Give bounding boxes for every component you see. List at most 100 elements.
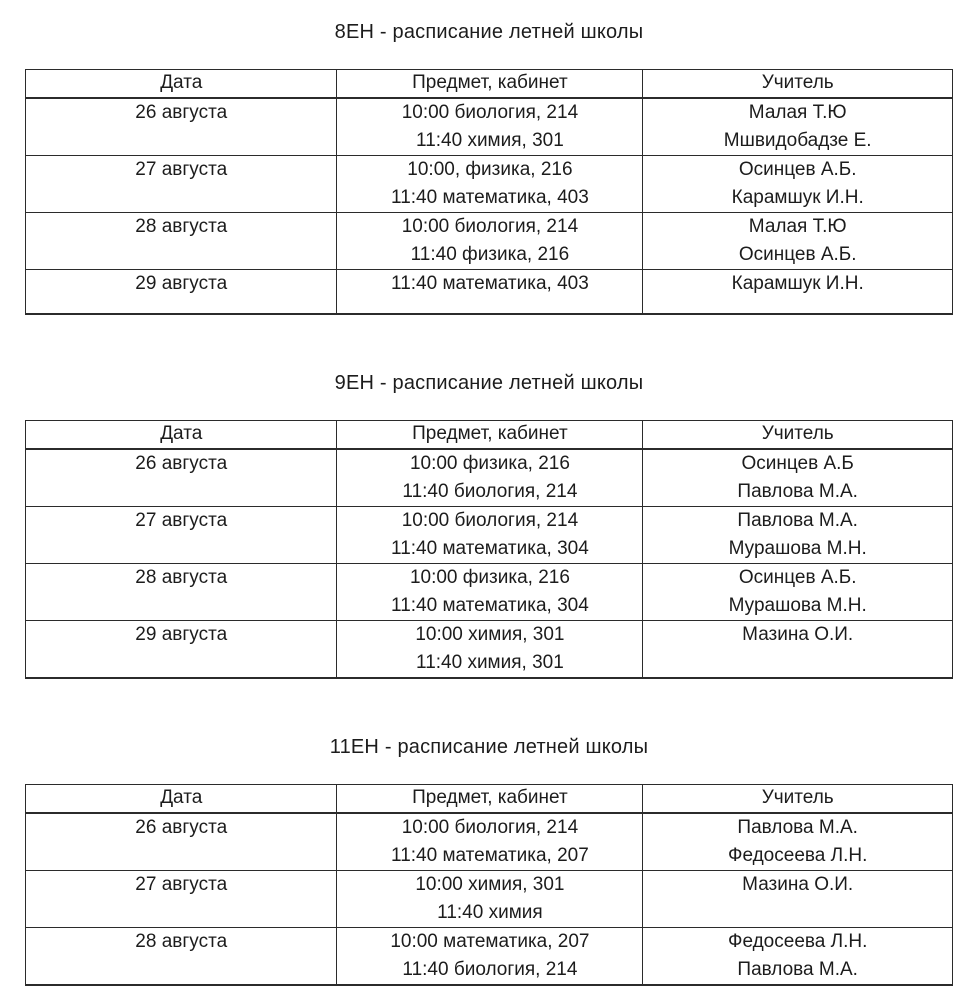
date-cell: 29 августа <box>24 269 338 315</box>
teachers-cell-line: Федосеева Л.Н. <box>728 845 868 866</box>
schedule-title: 11ЕН - расписание летней школы <box>329 736 649 758</box>
teachers-cell: Осинцев А.Б Павлова М.А. <box>642 448 953 507</box>
teachers-cell: Павлова М.А. Федосеева Л.Н. <box>642 812 953 871</box>
teachers-cell-line: Мазина О.И. <box>742 624 854 645</box>
column-header: Учитель <box>642 420 953 450</box>
subjects-cell-line: 10:00 физика, 216 <box>409 453 570 474</box>
subjects-cell-line: 10:00 математика, 207 <box>390 931 590 952</box>
schedule-table-body: 26 августа 10:00 биология, 214 11:40 матем… <box>24 812 953 986</box>
schedule-row: 28 августа 10:00 математика, 207 11:40 био… <box>24 927 953 986</box>
date-cell-line: 26 августа <box>135 817 228 838</box>
subjects-cell-line: 10:00 биология, 214 <box>401 102 579 123</box>
date-cell: 27 августа <box>24 155 338 213</box>
teachers-cell-line: Мшвидобадзе Е. <box>723 130 872 151</box>
teachers-cell: Федосеева Л.Н. Павлова М.А. <box>642 927 953 986</box>
date-cell-line: 29 августа <box>135 624 228 645</box>
date-cell: 28 августа <box>24 927 338 986</box>
teachers-cell-line: Осинцев А.Б <box>741 453 854 474</box>
schedule-table-body: 26 августа 10:00 физика, 216 11:40 биологи… <box>24 448 953 679</box>
date-cell-line: 28 августа <box>135 931 228 952</box>
teachers-cell-line: Мазина О.И. <box>742 874 854 895</box>
date-cell-line: 27 августа <box>135 510 228 531</box>
teachers-cell-line: Карамшук И.Н. <box>731 187 864 208</box>
subjects-cell: 10:00 физика, 216 11:40 биология, 214 <box>336 448 644 507</box>
teachers-cell: Осинцев А.Б. Карамшук И.Н. <box>642 155 953 213</box>
schedule-row: 28 августа 10:00 физика, 216 11:40 математ… <box>24 563 953 621</box>
header-row: Дата Предмет, кабинет Учитель <box>24 784 953 814</box>
column-header: Дата <box>24 784 338 814</box>
subjects-cell-line: 11:40 математика, 207 <box>391 845 589 866</box>
date-cell: 29 августа <box>24 620 338 679</box>
teachers-cell: Павлова М.А. Мурашова М.Н. <box>642 506 953 564</box>
subjects-cell: 10:00, физика, 216 11:40 математика, 403 <box>336 155 644 213</box>
teachers-cell: Карамшук И.Н. <box>642 269 953 315</box>
date-cell-line: 27 августа <box>135 874 228 895</box>
schedule-section: 8ЕН - расписание летней школы Дата Предме… <box>0 20 978 315</box>
schedule-row: 27 августа 10:00 химия, 301 11:40 химия Маз… <box>24 870 953 928</box>
date-cell-line: 26 августа <box>135 453 228 474</box>
column-header: Предмет, кабинет <box>336 69 644 99</box>
schedule-row: 29 августа 11:40 математика, 403 Карамшук … <box>24 269 953 315</box>
date-cell: 27 августа <box>24 870 338 928</box>
schedule-row: 26 августа 10:00 биология, 214 11:40 матем… <box>24 812 953 871</box>
schedule-title: 8ЕН - расписание летней школы <box>334 21 644 43</box>
subjects-cell: 11:40 математика, 403 <box>336 269 644 315</box>
teachers-cell: Малая Т.Ю Мшвидобадзе Е. <box>642 97 953 156</box>
subjects-cell-line: 11:40 биология, 214 <box>402 481 578 502</box>
column-header: Учитель <box>642 784 953 814</box>
date-cell: 26 августа <box>24 448 338 507</box>
teachers-cell-line: Малая Т.Ю <box>748 216 847 237</box>
subjects-cell: 10:00 биология, 214 11:40 химия, 301 <box>336 97 644 156</box>
date-cell-line: 28 августа <box>135 216 228 237</box>
schedule-table-head: Дата Предмет, кабинет Учитель <box>24 420 953 450</box>
column-header: Предмет, кабинет <box>336 784 644 814</box>
teachers-cell-line: Павлова М.А. <box>737 481 858 502</box>
schedule-list: 8ЕН - расписание летней школы Дата Предме… <box>0 20 978 986</box>
subjects-cell-line: 10:00 биология, 214 <box>401 817 579 838</box>
subjects-cell-line: 10:00 химия, 301 <box>415 874 565 895</box>
header-row: Дата Предмет, кабинет Учитель <box>24 69 953 99</box>
teachers-cell-line: Осинцев А.Б. <box>738 159 857 180</box>
subjects-cell-line: 11:40 математика, 403 <box>391 273 589 294</box>
teachers-cell-line: Павлова М.А. <box>737 817 858 838</box>
date-cell: 28 августа <box>24 563 338 621</box>
schedule-row: 28 августа 10:00 биология, 214 11:40 физик… <box>24 212 953 270</box>
column-header: Дата <box>24 420 338 450</box>
date-cell-line: 28 августа <box>135 567 228 588</box>
schedule-table: Дата Предмет, кабинет Учитель 26 августа 10… <box>24 420 953 679</box>
subjects-cell: 10:00 биология, 214 11:40 математика, 207 <box>336 812 644 871</box>
subjects-cell: 10:00 математика, 207 11:40 биология, 214 <box>336 927 644 986</box>
subjects-cell: 10:00 биология, 214 11:40 физика, 216 <box>336 212 644 270</box>
schedule-section: 9ЕН - расписание летней школы Дата Предме… <box>0 371 978 679</box>
schedule-row: 27 августа 10:00, физика, 216 11:40 матема… <box>24 155 953 213</box>
date-cell-line: 29 августа <box>135 273 228 294</box>
subjects-cell-line: 11:40 математика, 304 <box>391 538 589 559</box>
date-cell-line: 26 августа <box>135 102 228 123</box>
column-header: Дата <box>24 69 338 99</box>
teachers-cell: Осинцев А.Б. Мурашова М.Н. <box>642 563 953 621</box>
subjects-cell-line: 11:40 химия, 301 <box>416 652 564 673</box>
teachers-cell-line: Мурашова М.Н. <box>728 538 867 559</box>
schedule-title: 9ЕН - расписание летней школы <box>334 372 644 394</box>
subjects-cell-line: 11:40 математика, 403 <box>391 187 589 208</box>
subjects-cell-line: 10:00, физика, 216 <box>407 159 573 180</box>
subjects-cell-line: 10:00 биология, 214 <box>401 510 579 531</box>
teachers-cell-line: Павлова М.А. <box>737 959 858 980</box>
header-row: Дата Предмет, кабинет Учитель <box>24 420 953 450</box>
schedule-table: Дата Предмет, кабинет Учитель 26 августа 10… <box>24 784 953 986</box>
column-header: Учитель <box>642 69 953 99</box>
teachers-cell: Мазина О.И. <box>642 620 953 679</box>
schedule-row: 26 августа 10:00 физика, 216 11:40 биологи… <box>24 448 953 507</box>
teachers-cell-line: Осинцев А.Б. <box>738 244 857 265</box>
teachers-cell-line: Павлова М.А. <box>737 510 858 531</box>
teachers-cell-line: Малая Т.Ю <box>748 102 847 123</box>
subjects-cell-line: 10:00 физика, 216 <box>409 567 570 588</box>
schedule-row: 29 августа 10:00 химия, 301 11:40 химия, 3… <box>24 620 953 679</box>
subjects-cell: 10:00 химия, 301 11:40 химия <box>336 870 644 928</box>
date-cell: 26 августа <box>24 97 338 156</box>
subjects-cell-line: 11:40 биология, 214 <box>402 959 578 980</box>
teachers-cell-line: Карамшук И.Н. <box>731 273 864 294</box>
date-cell: 26 августа <box>24 812 338 871</box>
subjects-cell-line: 10:00 химия, 301 <box>415 624 565 645</box>
